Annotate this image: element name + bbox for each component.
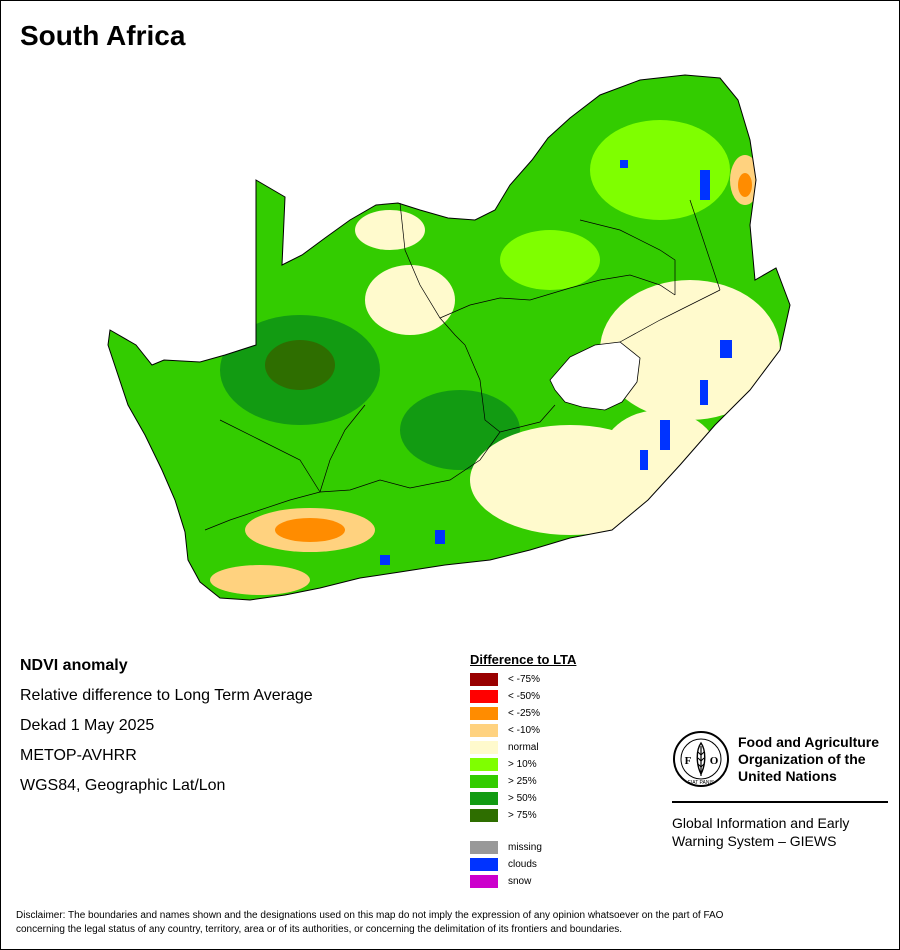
legend-item: snow [470,873,576,890]
country-outline [107,74,791,601]
product-sensor: METOP-AVHRR [20,747,137,764]
fao-name-line: Organization of the [738,751,866,767]
dry-area-coast [210,565,310,595]
fao-logo-text-o: O [710,755,719,767]
ndvi-raster [107,74,791,601]
cloud-patch-1 [700,170,710,200]
ndvi-anomaly-map [107,74,791,601]
legend-swatch [470,841,498,854]
giews-label: Global Information and Early Warning Sys… [672,814,888,850]
cloud-patch-2 [720,340,732,358]
lesotho [549,341,641,411]
darkest-green-patch [265,340,335,390]
legend-item: > 10% [470,756,576,773]
legend-item: missing [470,839,576,856]
product-name: NDVI anomaly [20,657,128,674]
legend-item: > 25% [470,773,576,790]
legend-label: < -10% [508,725,540,736]
disclaimer: Disclaimer: The boundaries and names sho… [16,909,886,937]
cloud-patch-8 [620,160,628,168]
legend-item: > 75% [470,807,576,824]
map-info: NDVI anomaly Relative difference to Long… [20,655,313,805]
legend-label: < -50% [508,691,540,702]
fao-logo-text-f: F [685,755,692,767]
legend-swatch [470,724,498,737]
legend-label: > 10% [508,759,537,770]
legend-label: snow [508,876,532,887]
normal-area-nw [355,210,425,250]
fao-name-line: United Nations [738,768,837,784]
drier-area-sw [275,518,345,542]
legend-swatch [470,775,498,788]
legend-swatch [470,792,498,805]
divider [672,801,888,803]
legend-item: clouds [470,856,576,873]
legend-item: normal [470,739,576,756]
fao-name: Food and Agriculture Organization of the… [738,734,898,785]
map-title: South Africa [20,20,186,51]
province-boundaries [204,199,721,531]
legend-swatch [470,875,498,888]
legend-swatch [470,809,498,822]
legend-item: < -25% [470,705,576,722]
cloud-patch-7 [380,555,390,565]
cloud-patch-3 [660,420,670,450]
giews-line: Global Information and Early [672,815,850,831]
legend-item: < -75% [470,671,576,688]
legend-label: > 50% [508,793,537,804]
legend-swatch [470,858,498,871]
fao-name-line: Food and Agriculture [738,734,880,750]
legend-label: normal [508,742,539,753]
disclaimer-line: Disclaimer: The boundaries and names sho… [16,910,724,921]
legend-swatch [470,673,498,686]
legend-label: > 25% [508,776,537,787]
legend-swatch [470,758,498,771]
legend-item: > 50% [470,790,576,807]
legend: Difference to LTA < -75% < -50% < -25% <… [470,652,576,890]
legend-label: < -75% [508,674,540,685]
product-date: Dekad 1 May 2025 [20,717,155,734]
legend-swatch [470,707,498,720]
fao-motto: FIAT PANIS [688,780,715,786]
legend-title: Difference to LTA [470,652,577,667]
drier-area-ne [738,173,752,197]
light-green-patch-n [500,230,600,290]
legend-swatch [470,690,498,703]
product-projection: WGS84, Geographic Lat/Lon [20,777,226,794]
fao-logo-icon: F O FIAT PANIS [673,731,729,787]
legend-label: < -25% [508,708,540,719]
normal-area-central [365,265,455,335]
light-green-patch-ne [590,120,730,220]
legend-label: > 75% [508,810,537,821]
normal-area-east [600,280,780,420]
legend-label: missing [508,842,542,853]
cloud-patch-6 [435,530,445,544]
disclaimer-line: concerning the legal status of any count… [16,924,623,935]
cloud-patch-5 [700,380,708,405]
legend-swatch [470,741,498,754]
giews-line: Warning System – GIEWS [672,833,837,849]
legend-item: < -50% [470,688,576,705]
legend-label: clouds [508,859,537,870]
legend-item: < -10% [470,722,576,739]
cloud-patch-4 [640,450,648,470]
product-description: Relative difference to Long Term Average [20,687,313,704]
